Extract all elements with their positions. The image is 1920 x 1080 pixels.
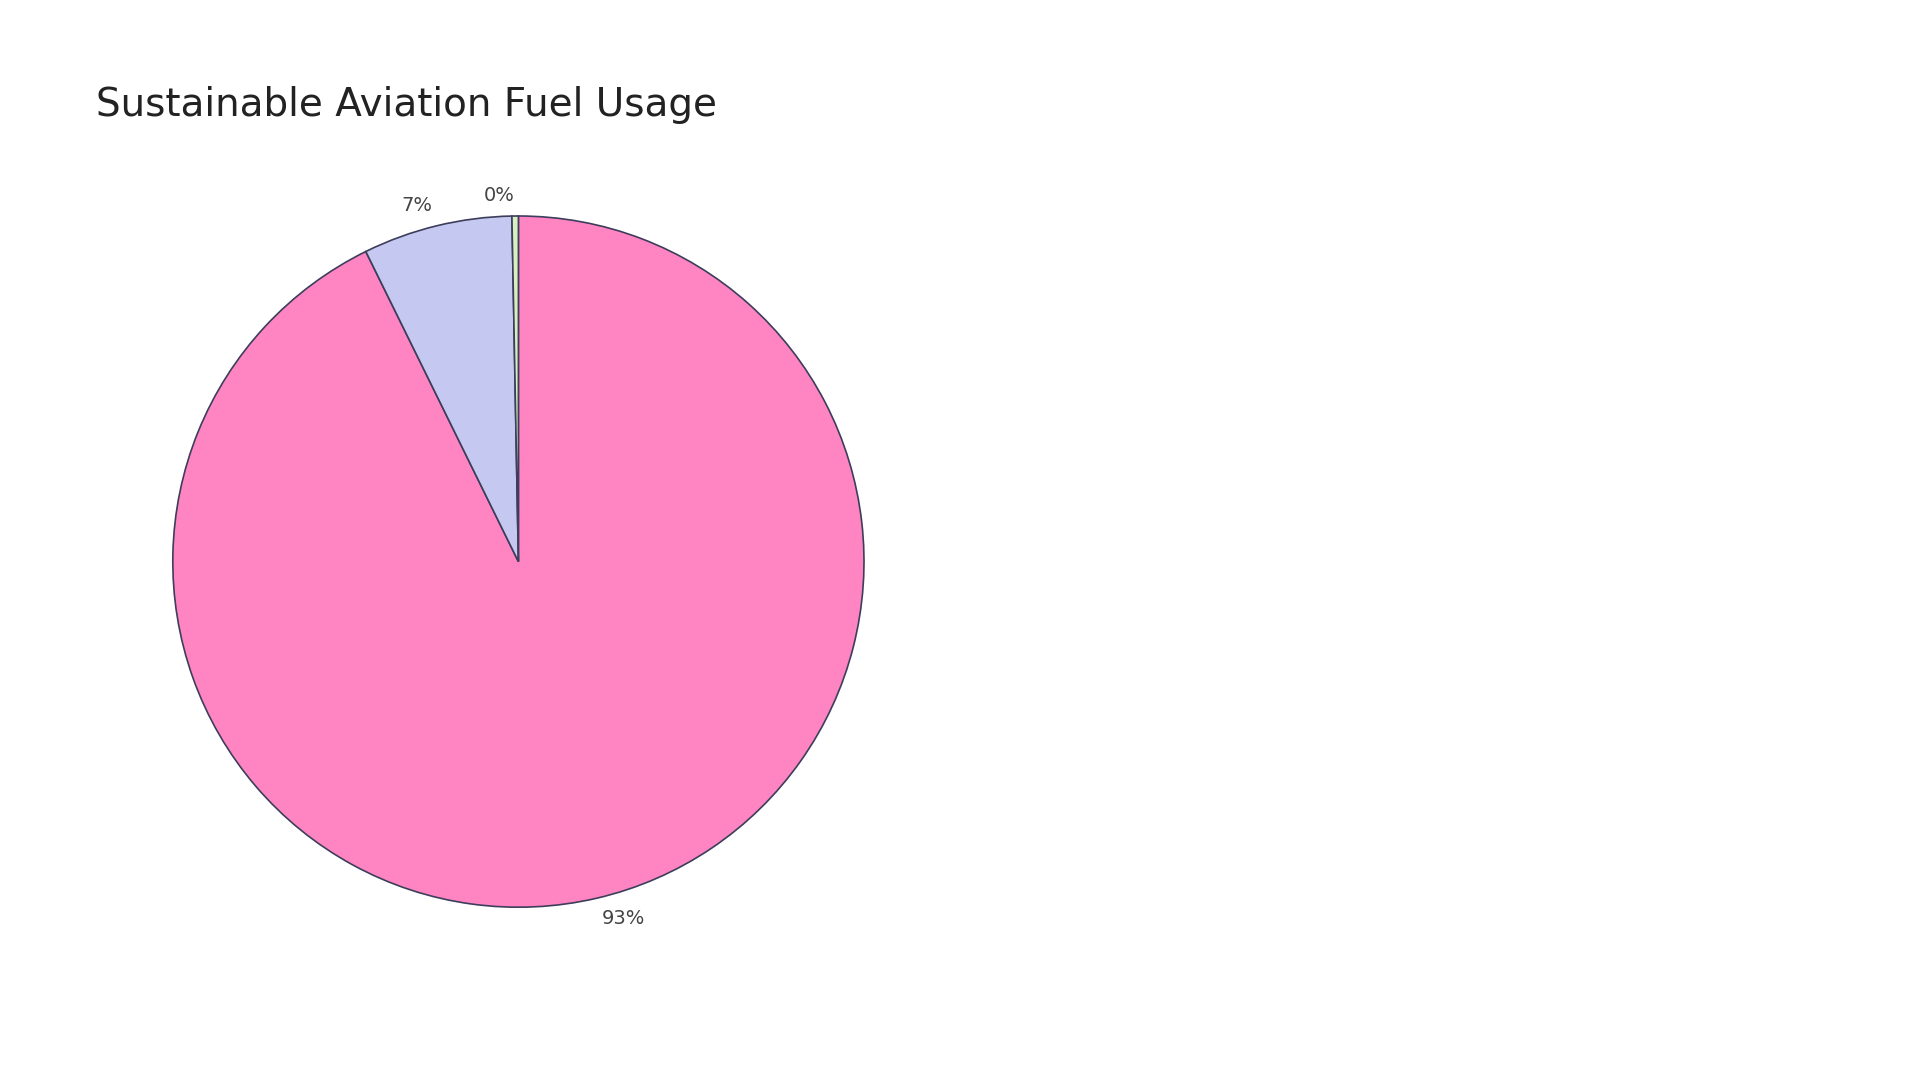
- Wedge shape: [173, 216, 864, 907]
- Legend: Download our free guide on how to reduce emissions from air travel, Getting the : Download our free guide on how to reduce…: [970, 472, 1707, 608]
- Text: 7%: 7%: [401, 197, 432, 215]
- Text: Sustainable Aviation Fuel Usage: Sustainable Aviation Fuel Usage: [96, 86, 716, 124]
- Text: 0%: 0%: [484, 186, 515, 205]
- Wedge shape: [367, 216, 518, 562]
- Text: 93%: 93%: [601, 909, 645, 928]
- Wedge shape: [513, 216, 518, 562]
